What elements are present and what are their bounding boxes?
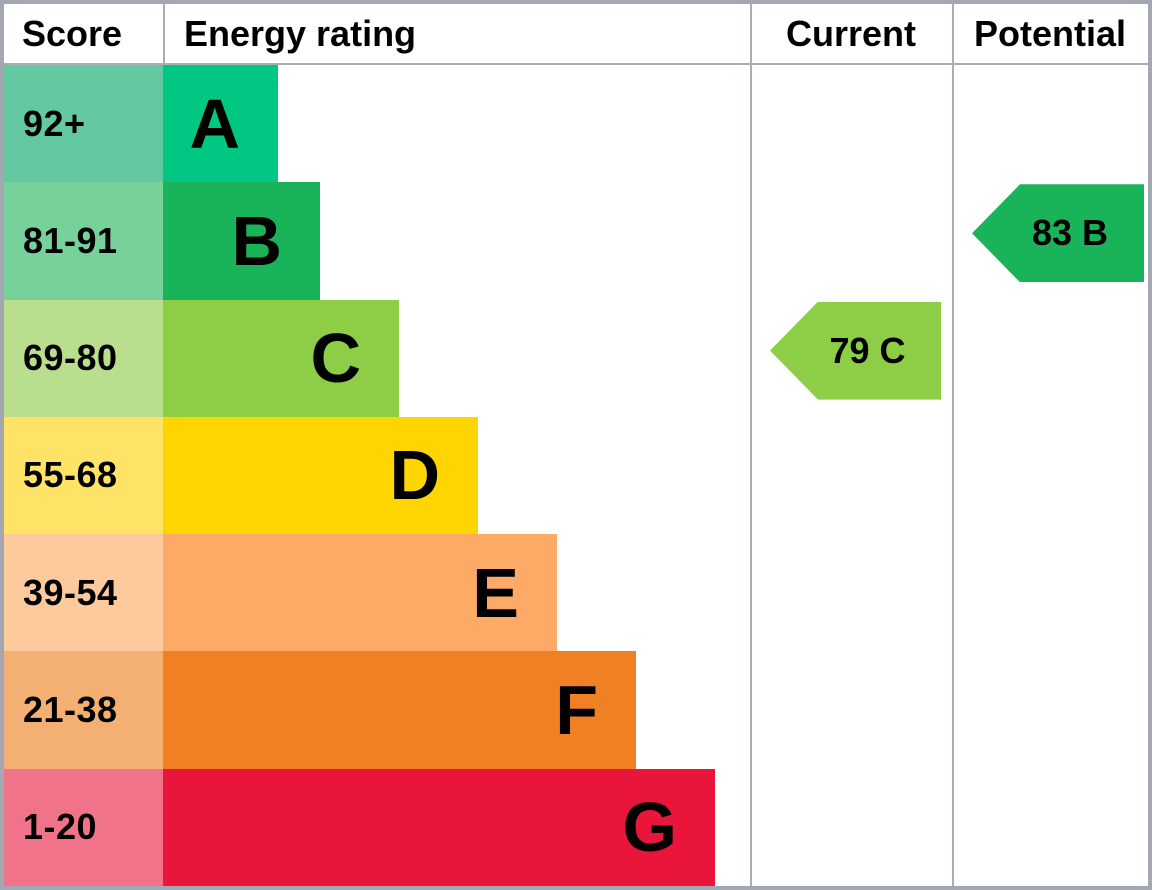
energy-rating-column-header: Energy rating — [184, 13, 417, 54]
band-bar: C — [163, 299, 399, 417]
band-bar: E — [163, 534, 557, 652]
score-column-header: Score — [22, 13, 123, 54]
band-letter: G — [622, 788, 677, 867]
band-row: 92+ A — [4, 65, 1148, 183]
band-score-cell: 69-80 — [4, 299, 163, 417]
potential-column-header: Potential — [973, 13, 1126, 54]
band-letter: D — [389, 436, 440, 515]
band-row: 1-20 G — [4, 768, 1148, 886]
band-letter: B — [231, 201, 282, 280]
band-row: 55-68 D — [4, 416, 1148, 535]
band-letter: A — [189, 84, 240, 163]
current-column-divider — [750, 4, 752, 886]
band-rows: 92+ A 81-91 B 69-80 C 55-68 D 39-54 E 21… — [4, 65, 1148, 886]
score-column-divider — [163, 4, 165, 63]
band-bar: F — [163, 651, 636, 769]
band-letter: E — [472, 553, 519, 632]
band-row: 69-80 C — [4, 299, 1148, 417]
band-letter: F — [555, 671, 598, 750]
band-letter: C — [310, 319, 361, 398]
band-score-cell: 55-68 — [4, 416, 163, 535]
band-score-cell: 1-20 — [4, 768, 163, 886]
band-row: 21-38 F — [4, 651, 1148, 769]
band-bar: A — [163, 65, 278, 183]
header-divider-line — [4, 63, 1148, 65]
current-column-header: Current — [785, 13, 916, 54]
band-score-cell: 21-38 — [4, 651, 163, 769]
band-score-cell: 92+ — [4, 65, 163, 183]
band-bar: B — [163, 182, 320, 300]
potential-column-divider — [952, 4, 954, 886]
band-bar: D — [163, 416, 478, 535]
band-score-cell: 81-91 — [4, 182, 163, 300]
band-row: 81-91 B — [4, 182, 1148, 300]
band-bar: G — [163, 768, 715, 886]
band-score-cell: 39-54 — [4, 534, 163, 652]
band-row: 39-54 E — [4, 534, 1148, 652]
